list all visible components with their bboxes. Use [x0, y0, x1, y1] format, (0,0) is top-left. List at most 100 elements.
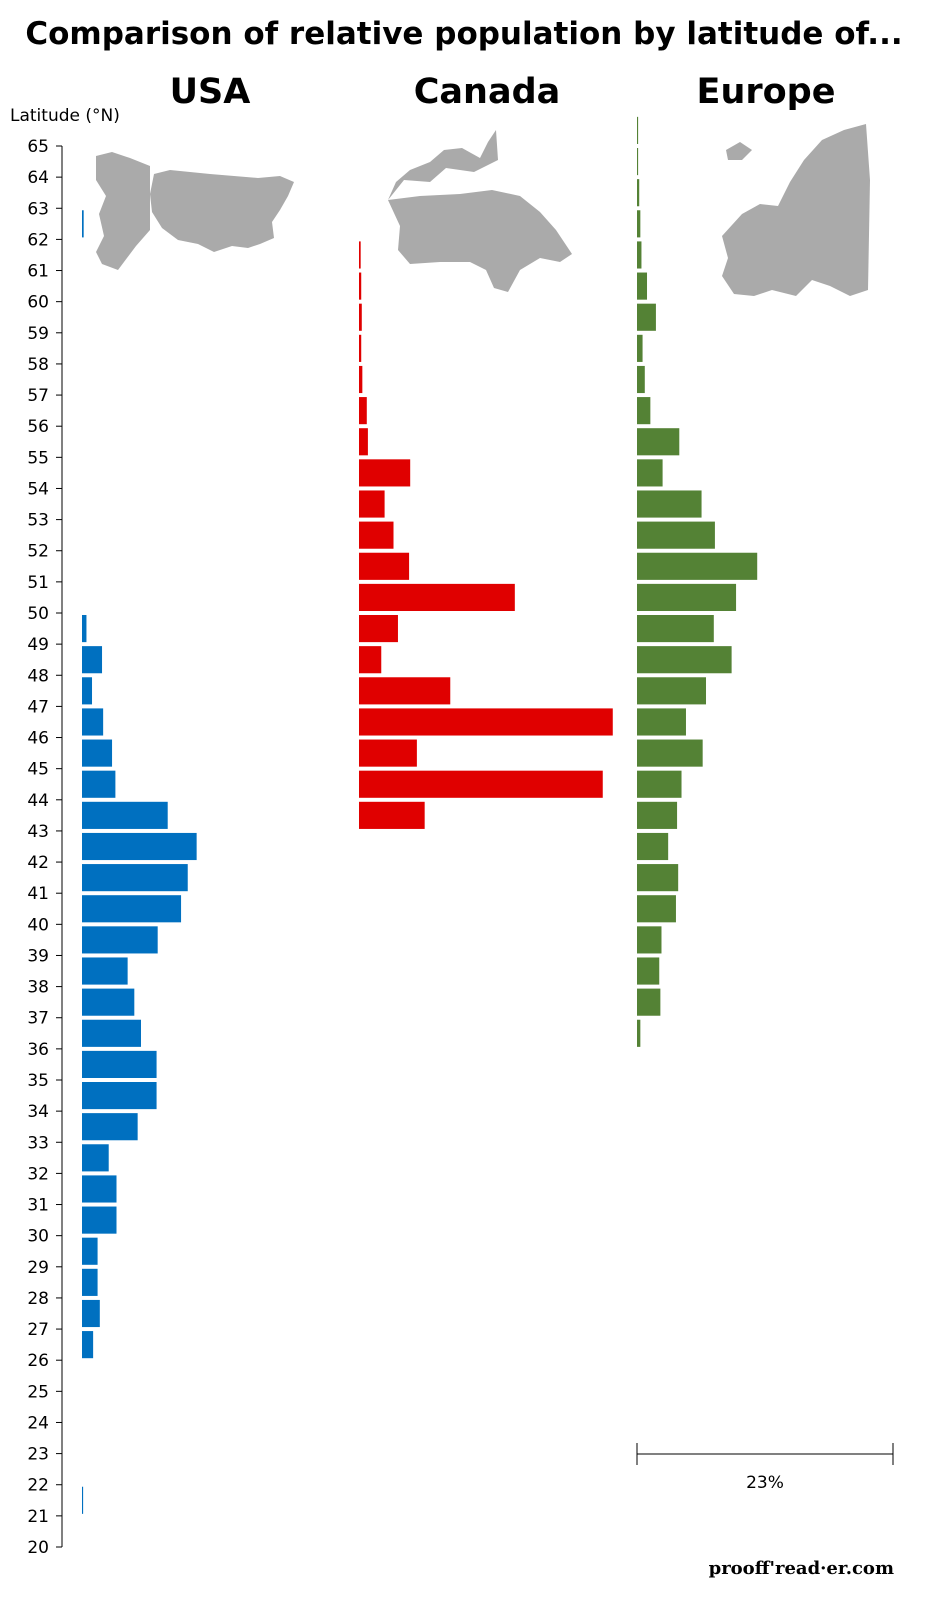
y-tick-label: 27 — [27, 1320, 49, 1340]
bar-europe-lat-45 — [637, 739, 703, 767]
y-axis-label: Latitude (°N) — [10, 106, 120, 126]
y-tick-label: 34 — [27, 1102, 49, 1122]
bar-europe-lat-46 — [637, 708, 686, 736]
bar-canada-lat-44 — [359, 770, 603, 798]
bar-europe-lat-43 — [637, 801, 678, 829]
y-tick-label: 24 — [27, 1413, 49, 1433]
y-tick-label: 60 — [27, 293, 49, 313]
bar-canada-lat-59 — [359, 303, 362, 331]
y-axis-ticks: 65 64 63 62 61 60 59 58 57 56 55 54 53 52 51 50 49 48 47 46… — [27, 137, 62, 1558]
y-tick-label: 32 — [27, 1164, 49, 1184]
bar-canada-lat-49 — [359, 615, 398, 643]
bar-europe-lat-51 — [637, 552, 758, 580]
bars-layer — [82, 116, 758, 1514]
bar-europe-lat-49 — [637, 615, 714, 643]
series-title-europe: Europe — [697, 72, 836, 112]
y-tick-label: 58 — [27, 355, 49, 375]
bar-usa-lat-31 — [82, 1175, 117, 1203]
bar-usa-lat-36 — [82, 1019, 141, 1047]
bar-europe-lat-60 — [637, 272, 648, 300]
usa-map — [96, 152, 294, 270]
bar-canada-lat-61 — [359, 241, 361, 269]
y-tick-label: 22 — [27, 1476, 49, 1496]
bar-europe-lat-56 — [637, 397, 651, 425]
bar-canada-lat-57 — [359, 365, 363, 394]
bar-europe-lat-61 — [637, 241, 642, 269]
bar-canada-lat-45 — [359, 739, 417, 767]
y-tick-label: 45 — [27, 760, 49, 780]
bar-europe-lat-44 — [637, 770, 682, 798]
bar-usa-lat-47 — [82, 677, 93, 705]
bar-usa-lat-62 — [82, 210, 84, 238]
bar-europe-lat-36 — [637, 1019, 641, 1047]
y-tick-label: 59 — [27, 324, 49, 344]
bar-usa-lat-39 — [82, 926, 158, 954]
y-tick-label: 64 — [27, 168, 49, 188]
bar-europe-lat-42 — [637, 832, 669, 861]
bar-europe-lat-55 — [637, 428, 680, 456]
y-tick-label: 30 — [27, 1227, 49, 1247]
y-tick-label: 48 — [27, 666, 49, 686]
bar-usa-lat-32 — [82, 1144, 109, 1172]
y-tick-label: 20 — [27, 1538, 49, 1558]
bar-usa-lat-27 — [82, 1299, 100, 1328]
bar-usa-lat-48 — [82, 646, 103, 674]
bar-usa-lat-43 — [82, 801, 168, 829]
y-tick-label: 50 — [27, 604, 49, 624]
bar-canada-lat-58 — [359, 334, 362, 362]
series-title-canada: Canada — [414, 72, 561, 112]
chart-title: Comparison of relative population by lat… — [25, 16, 902, 52]
bar-usa-lat-30 — [82, 1206, 117, 1234]
bar-europe-lat-38 — [637, 957, 660, 985]
bar-usa-lat-34 — [82, 1082, 157, 1110]
y-tick-label: 63 — [27, 199, 49, 219]
y-tick-label: 28 — [27, 1289, 49, 1309]
scale-bar: 23% — [636, 1443, 894, 1493]
y-tick-label: 52 — [27, 542, 49, 562]
bar-usa-lat-35 — [82, 1050, 157, 1078]
bar-usa-lat-28 — [82, 1268, 98, 1296]
y-tick-label: 44 — [27, 791, 49, 811]
bar-canada-lat-46 — [359, 708, 613, 736]
bar-europe-lat-47 — [637, 677, 707, 705]
y-tick-label: 61 — [27, 262, 49, 282]
bar-usa-lat-37 — [82, 988, 135, 1016]
y-tick-label: 33 — [27, 1133, 49, 1153]
bar-europe-lat-50 — [637, 583, 737, 611]
bar-canada-lat-54 — [359, 459, 411, 487]
y-tick-label: 41 — [27, 884, 49, 904]
bar-canada-lat-47 — [359, 677, 451, 705]
bar-usa-lat-40 — [82, 895, 182, 923]
bar-canada-lat-53 — [359, 490, 385, 518]
bar-usa-lat-41 — [82, 864, 188, 892]
bar-europe-lat-62 — [637, 210, 641, 238]
bar-europe-lat-57 — [637, 365, 645, 394]
bar-canada-lat-50 — [359, 583, 515, 611]
y-tick-label: 38 — [27, 978, 49, 998]
y-tick-label: 23 — [27, 1445, 49, 1465]
y-tick-label: 56 — [27, 417, 49, 437]
y-tick-label: 43 — [27, 822, 49, 842]
y-tick-label: 40 — [27, 915, 49, 935]
bar-europe-lat-40 — [637, 895, 676, 923]
canada-map — [388, 130, 572, 292]
y-tick-label: 31 — [27, 1196, 49, 1216]
bar-europe-lat-59 — [637, 303, 656, 331]
bar-europe-lat-65 — [637, 116, 639, 144]
y-tick-label: 53 — [27, 511, 49, 531]
y-tick-label: 37 — [27, 1009, 49, 1029]
bar-europe-lat-63 — [637, 179, 640, 207]
bar-europe-lat-48 — [637, 646, 732, 674]
bar-canada-lat-55 — [359, 428, 368, 456]
y-tick-label: 54 — [27, 479, 49, 499]
bar-europe-lat-37 — [637, 988, 661, 1016]
y-tick-label: 57 — [27, 386, 49, 406]
bar-usa-lat-38 — [82, 957, 128, 985]
y-tick-label: 62 — [27, 230, 49, 250]
y-tick-label: 26 — [27, 1351, 49, 1371]
bar-canada-lat-60 — [359, 272, 362, 300]
bar-canada-lat-43 — [359, 801, 425, 829]
y-tick-label: 25 — [27, 1382, 49, 1402]
scale-label: 23% — [746, 1473, 784, 1493]
